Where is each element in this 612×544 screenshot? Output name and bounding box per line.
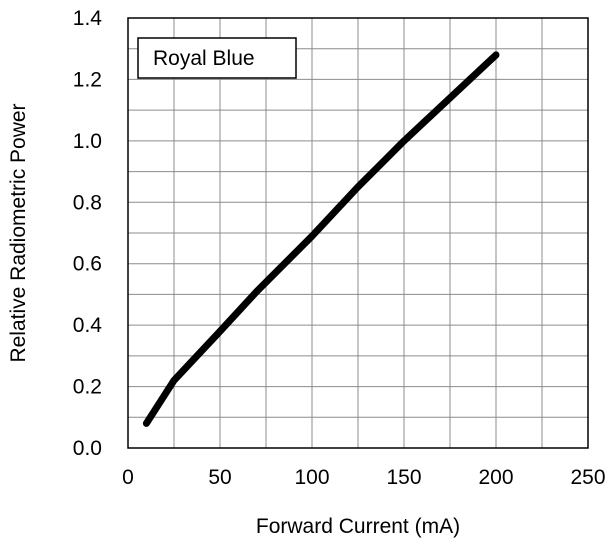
y-tick-label: 0.6 — [73, 253, 102, 276]
y-axis-title: Relative Radiometric Power — [7, 103, 30, 362]
grid — [128, 18, 588, 448]
x-axis-title: Forward Current (mA) — [256, 515, 460, 538]
y-tick-label: 0.2 — [73, 376, 102, 399]
x-tick-label: 250 — [570, 466, 605, 489]
x-tick-label: 100 — [294, 466, 329, 489]
y-tick-label: 1.0 — [73, 130, 102, 153]
tick-labels: 0 50 100 150 200 250 0.0 0.2 0.4 0.6 0.8 1.0 1.2 1.4 — [73, 7, 606, 489]
x-tick-label: 150 — [386, 466, 421, 489]
x-tick-label: 200 — [478, 466, 513, 489]
y-tick-label: 0.8 — [73, 191, 102, 214]
plot-frame — [127, 17, 589, 449]
legend-box — [137, 37, 297, 79]
y-tick-label: 1.2 — [73, 68, 102, 91]
series-line-royal-blue — [142, 51, 500, 427]
x-tick-label: 50 — [208, 466, 231, 489]
x-tick-label: 0 — [122, 466, 134, 489]
legend: Royal Blue — [137, 37, 297, 79]
legend-label: Royal Blue — [153, 47, 255, 70]
y-tick-label: 0.0 — [73, 437, 102, 460]
y-tick-label: 0.4 — [73, 314, 103, 337]
y-tick-label: 1.4 — [73, 7, 103, 30]
